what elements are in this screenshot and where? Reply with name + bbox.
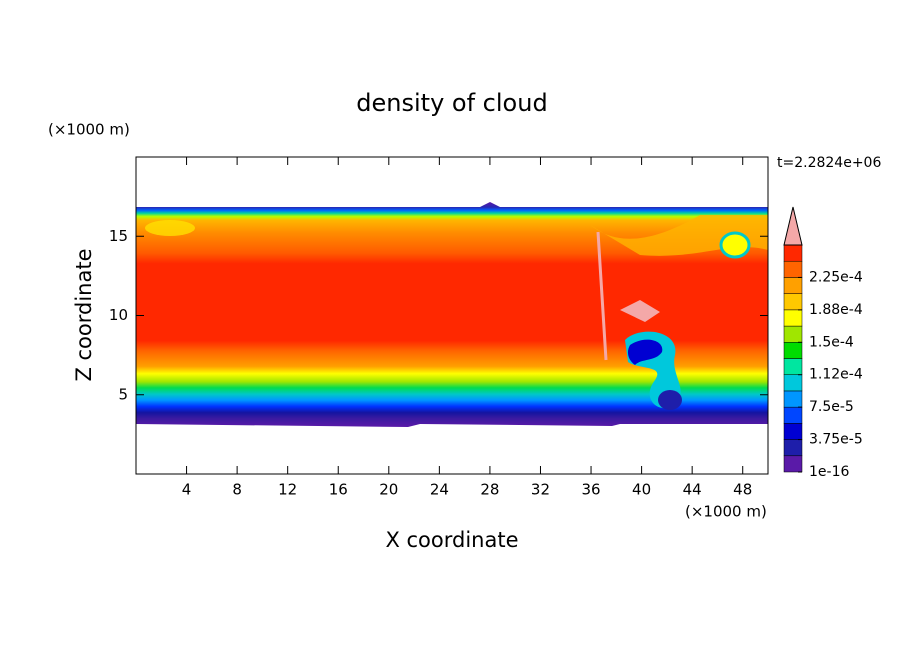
x-tick-label: 20 [379,481,398,499]
y-tick-label: 15 [109,227,128,245]
x-tick-label: 12 [278,481,297,499]
colorbar-band [783,455,803,473]
x-tick-label: 32 [531,481,550,499]
colorbar-band [783,309,803,327]
field-feature [658,390,682,410]
field-feature [719,231,751,259]
x-tick-label: 4 [182,481,192,499]
chart-title: density of cloud [356,89,547,117]
field-feature [145,220,195,236]
colorbar-band [783,277,803,294]
colorbar-band [783,406,803,424]
colorbar-band [783,374,803,392]
field-feature [620,300,660,322]
field-layers [136,202,768,427]
x-tick-label: 40 [632,481,651,499]
colorbar-label: 1.5e-4 [809,334,854,350]
x-tick-label: 16 [329,481,348,499]
x-axis-label: X coordinate [385,528,518,552]
x-tick-label: 44 [683,481,702,499]
x-tick-label: 36 [581,481,600,499]
x-tick-label: 24 [430,481,449,499]
colorbar-band [783,260,803,278]
colorbar-band [783,342,803,359]
colorbar-band [783,390,803,408]
colorbar-band [783,244,803,262]
annotation: t=2.2824e+06 [777,155,881,171]
x-tick-label: 48 [733,481,752,499]
colorbar-label: 2.25e-4 [809,269,863,285]
colorbar-band [783,423,803,440]
colorbar-band [783,358,803,375]
y-tick-label: 10 [109,306,128,324]
colorbar-extend [783,206,803,246]
contour-field [136,202,768,427]
colorbar-band [783,439,803,457]
colorbar-band [783,293,803,311]
field-feature [596,231,608,361]
y-axis-label: Z coordinate [72,248,96,381]
colorbar-label: 1.88e-4 [809,302,863,318]
colorbar-label: 1e-16 [809,464,849,480]
y-unit: (×1000 m) [48,121,130,139]
x-tick-label: 28 [480,481,499,499]
field-feature [627,339,663,365]
colorbar-band [783,325,803,343]
colorbar-label: 1.12e-4 [809,367,863,383]
colorbar-label: 3.75e-5 [809,432,863,448]
x-tick-label: 8 [232,481,242,499]
x-unit: (×1000 m) [685,503,767,521]
colorbar-label: 7.5e-5 [809,399,854,415]
y-tick-label: 5 [118,385,128,403]
